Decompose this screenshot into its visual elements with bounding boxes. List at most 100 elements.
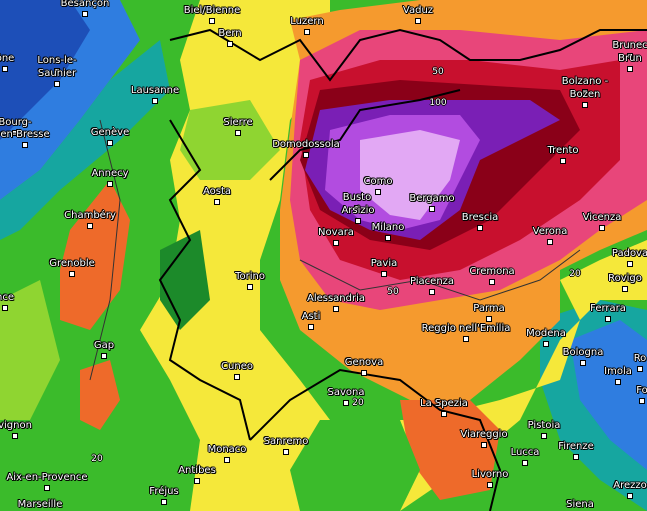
city-label: Livorno	[471, 469, 509, 480]
city-dot	[303, 152, 309, 158]
city-label: Novara	[318, 227, 354, 238]
city-dot	[44, 485, 50, 491]
city-label: Cuneo	[221, 361, 253, 372]
city-dot	[333, 306, 339, 312]
city-label: en-Bresse	[0, 129, 50, 140]
isoline-value-label: 20	[569, 269, 581, 279]
city-label: Firenze	[558, 441, 594, 452]
city-dot	[247, 284, 253, 290]
city-label: Bologna	[562, 347, 604, 358]
city-dot	[54, 68, 60, 74]
isoline-value-label: 100	[429, 98, 447, 108]
city-label: Genève	[90, 127, 130, 138]
isoline-value-label: 50	[432, 67, 444, 77]
city-dot	[627, 53, 633, 59]
city-dot	[235, 130, 241, 136]
city-label: Pavia	[370, 258, 398, 269]
city-dot	[541, 433, 547, 439]
city-dot	[522, 460, 528, 466]
city-label: Luzern	[290, 16, 324, 27]
city-label: Ferrara	[590, 303, 626, 314]
city-label: Trento	[547, 145, 579, 156]
precip-zone-green-south	[290, 420, 420, 511]
city-label: Aix-en-Provence	[6, 472, 88, 483]
city-label: Bozen	[569, 89, 601, 100]
city-dot	[69, 271, 75, 277]
city-dot	[385, 235, 391, 241]
city-label: Monaco	[207, 444, 247, 455]
isoline-value-label: 20	[91, 454, 103, 464]
city-label: Milano	[371, 222, 405, 233]
city-label: ône	[0, 53, 15, 64]
city-dot	[582, 102, 588, 108]
city-label: Brescia	[461, 212, 499, 223]
precip-zone-orange-south	[400, 400, 500, 500]
city-dot	[308, 324, 314, 330]
city-dot	[343, 400, 349, 406]
city-label: Rovigo	[608, 273, 642, 284]
internal-border-2	[89, 119, 121, 381]
city-label: Vicenza	[582, 212, 622, 223]
city-dot	[2, 305, 8, 311]
city-dot	[582, 89, 588, 95]
city-label: nce	[0, 292, 14, 303]
city-label: Asti	[301, 311, 321, 322]
city-dot	[161, 499, 167, 505]
precip-zone-lilac	[360, 130, 460, 220]
city-label: Reggio nell'Emilia	[421, 323, 511, 334]
precip-zone-yellow	[140, 0, 647, 511]
city-dot	[547, 239, 553, 245]
city-dot	[234, 374, 240, 380]
precip-zone-orange-gap	[80, 360, 120, 430]
city-dot	[543, 341, 549, 347]
precip-zone-orange-sw	[60, 180, 130, 330]
city-label: Chambéry	[64, 210, 116, 221]
city-dot	[304, 29, 310, 35]
city-label: Genova	[344, 357, 384, 368]
city-label: Aosta	[202, 186, 232, 197]
city-dot	[637, 366, 643, 372]
city-label: Fréjus	[149, 486, 179, 497]
precip-zone-lightgreen-west	[0, 280, 60, 420]
border-line-west	[158, 119, 251, 441]
city-label: Bourg-	[0, 117, 32, 128]
city-dot	[375, 189, 381, 195]
city-dot	[481, 442, 487, 448]
city-dot	[209, 18, 215, 24]
city-label: Lons-le-	[37, 55, 77, 66]
border-line-north	[169, 28, 647, 82]
city-label: Lucca	[510, 447, 540, 458]
city-dot	[627, 493, 633, 499]
city-dot	[152, 98, 158, 104]
city-label: Padova	[611, 248, 647, 259]
city-label: Grenoble	[49, 258, 95, 269]
city-label: Siena	[566, 499, 594, 510]
city-dot	[627, 261, 633, 267]
city-dot	[429, 206, 435, 212]
city-dot	[194, 478, 200, 484]
city-dot	[605, 316, 611, 322]
city-label: Cremona	[469, 266, 515, 277]
city-dot	[615, 379, 621, 385]
city-dot	[214, 199, 220, 205]
city-label: Arsizio	[341, 205, 375, 216]
city-dot	[477, 225, 483, 231]
city-label: Domodossola	[272, 139, 340, 150]
precip-zone-green-alps	[180, 100, 280, 180]
coastline	[249, 368, 502, 511]
city-label: Modena	[526, 328, 566, 339]
city-dot	[599, 225, 605, 231]
isoline-value-label: 50	[387, 287, 399, 297]
city-dot	[224, 457, 230, 463]
city-label: Como	[363, 176, 393, 187]
city-label: Bern	[218, 28, 242, 39]
city-dot	[2, 66, 8, 72]
city-label: Besançon	[60, 0, 110, 9]
city-label: Brun	[618, 53, 642, 64]
city-dot	[639, 398, 645, 404]
city-label: Gap	[93, 340, 115, 351]
city-label: Pistoia	[527, 420, 561, 431]
city-dot	[101, 353, 107, 359]
city-label: vignon	[0, 420, 32, 431]
city-dot	[381, 271, 387, 277]
